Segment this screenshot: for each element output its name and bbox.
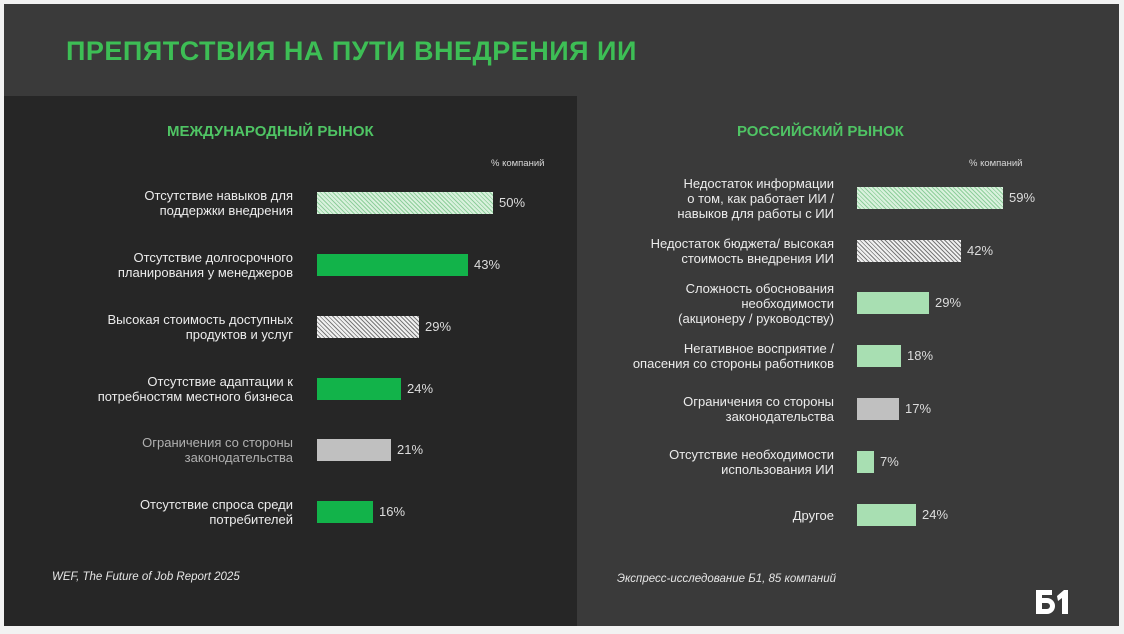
left-bar-label: Отсутствие адаптации к потребностям мест… xyxy=(97,374,293,404)
right-bar-value: 17% xyxy=(905,401,932,416)
slide: ПРЕПЯТСТВИЯ НА ПУТИ ВНЕДРЕНИЯ ИИ МЕЖДУНА… xyxy=(4,4,1119,626)
left-bar xyxy=(317,501,373,523)
right-bar xyxy=(857,504,916,526)
left-bar xyxy=(317,316,419,338)
left-panel-background xyxy=(4,96,577,626)
left-bar xyxy=(317,192,493,214)
left-bar-value: 29% xyxy=(425,319,452,334)
right-bar-label: Другое xyxy=(792,507,834,523)
left-bar-label: Ограничения со стороны законодательства xyxy=(142,435,293,465)
right-bar-value: 59% xyxy=(1009,190,1036,205)
right-bar-value: 29% xyxy=(935,295,962,310)
left-bar-label: Отсутствие долгосрочного планирования у … xyxy=(117,250,293,280)
left-unit-label: % компаний xyxy=(491,158,545,169)
right-bar-label: Сложность обоснования необходимости (акц… xyxy=(678,280,834,326)
right-bar-value: 18% xyxy=(907,348,934,363)
left-bar-label: Отсутствие навыков для поддержки внедрен… xyxy=(144,188,293,218)
right-bar-label: Негативное восприятие / опасения со стор… xyxy=(632,341,834,371)
right-bar xyxy=(857,292,929,314)
left-bar-value: 16% xyxy=(379,504,406,519)
right-bar xyxy=(857,398,899,420)
right-bar xyxy=(857,240,961,262)
left-bar-value: 24% xyxy=(407,381,434,396)
right-bar-label: Недостаток информации о том, как работае… xyxy=(677,175,834,221)
right-bar-value: 42% xyxy=(967,243,994,258)
left-bar-value: 43% xyxy=(474,257,501,272)
left-chart-subtitle: МЕЖДУНАРОДНЫЙ РЫНОК xyxy=(167,123,374,140)
left-bar-value: 21% xyxy=(397,442,424,457)
right-bar-label: Ограничения со стороны законодательства xyxy=(683,394,834,424)
left-bar xyxy=(317,254,468,276)
left-source-note: WEF, The Future of Job Report 2025 xyxy=(52,571,240,583)
left-bar xyxy=(317,439,391,461)
right-bar-value: 7% xyxy=(880,454,899,469)
right-bar-label: Недостаток бюджета/ высокая стоимость вн… xyxy=(650,236,834,266)
right-bar-label: Отсутствие необходимости использования И… xyxy=(669,447,834,477)
left-bar-value: 50% xyxy=(499,195,526,210)
right-chart-subtitle: РОССИЙСКИЙ РЫНОК xyxy=(737,123,904,140)
right-unit-label: % компаний xyxy=(969,158,1023,169)
right-bar-value: 24% xyxy=(922,507,949,522)
right-bar xyxy=(857,345,901,367)
left-bar-label: Высокая стоимость доступных продуктов и … xyxy=(107,312,293,342)
left-bar-label: Отсутствие спроса среди потребителей xyxy=(139,497,293,527)
right-bar xyxy=(857,451,874,473)
b1-logo xyxy=(1036,590,1068,614)
right-bar xyxy=(857,187,1003,209)
left-bar xyxy=(317,378,401,400)
slide-title: ПРЕПЯТСТВИЯ НА ПУТИ ВНЕДРЕНИЯ ИИ xyxy=(66,36,637,66)
right-source-note: Экспресс-исследование Б1, 85 компаний xyxy=(617,573,837,585)
